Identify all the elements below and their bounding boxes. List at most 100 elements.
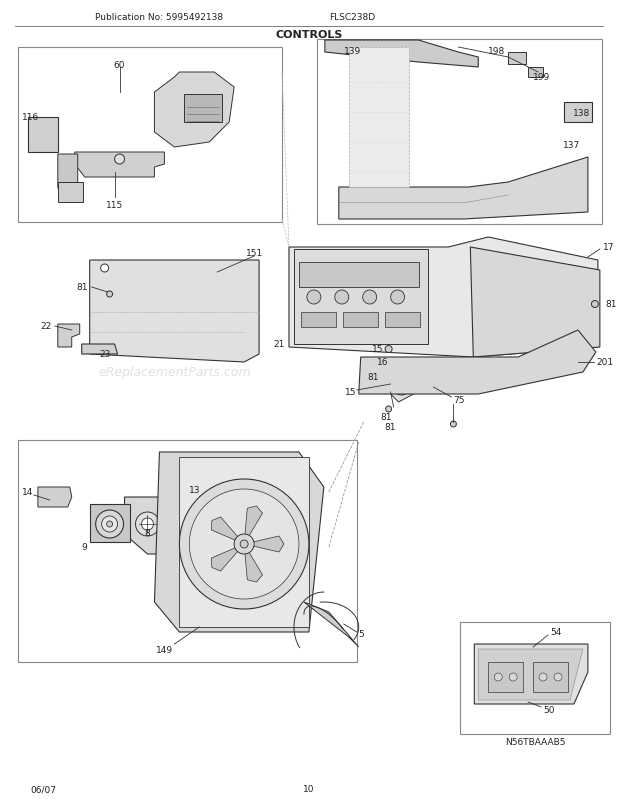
Text: 54: 54 — [550, 628, 562, 637]
Text: 13: 13 — [188, 486, 200, 495]
Text: 81: 81 — [76, 283, 87, 292]
Polygon shape — [82, 345, 118, 354]
Polygon shape — [38, 488, 72, 508]
Polygon shape — [349, 48, 409, 188]
Bar — [299, 263, 418, 288]
Circle shape — [307, 290, 321, 305]
Bar — [58, 183, 82, 203]
Circle shape — [136, 512, 159, 537]
Bar — [508, 53, 526, 65]
Polygon shape — [58, 325, 80, 347]
Bar — [533, 662, 568, 692]
Text: 21: 21 — [273, 340, 285, 349]
Text: 60: 60 — [114, 60, 125, 70]
Text: Publication No: 5995492138: Publication No: 5995492138 — [95, 14, 223, 22]
Polygon shape — [289, 237, 598, 358]
Polygon shape — [339, 158, 588, 220]
Polygon shape — [154, 73, 234, 148]
Circle shape — [393, 359, 400, 366]
Bar — [564, 103, 592, 123]
Text: 23: 23 — [99, 350, 110, 359]
Circle shape — [450, 422, 456, 427]
Text: 22: 22 — [40, 322, 52, 331]
Text: 81: 81 — [381, 413, 392, 422]
Circle shape — [102, 516, 118, 533]
Text: 151: 151 — [246, 248, 263, 257]
Circle shape — [363, 290, 377, 305]
Circle shape — [494, 673, 502, 681]
Bar — [343, 313, 378, 327]
Polygon shape — [90, 504, 130, 542]
Text: 81: 81 — [606, 300, 618, 309]
Text: 198: 198 — [489, 47, 505, 55]
Text: 116: 116 — [22, 112, 39, 121]
Circle shape — [386, 407, 392, 412]
Text: 15: 15 — [345, 388, 356, 397]
Bar — [461, 622, 610, 734]
Text: 16: 16 — [377, 358, 389, 367]
Text: 10: 10 — [303, 784, 314, 793]
Polygon shape — [478, 649, 583, 700]
Polygon shape — [211, 545, 244, 571]
Polygon shape — [471, 248, 600, 358]
Text: 50: 50 — [543, 706, 554, 715]
Polygon shape — [244, 506, 262, 545]
Bar — [489, 662, 523, 692]
Bar — [384, 313, 420, 327]
Circle shape — [234, 534, 254, 554]
Polygon shape — [325, 41, 478, 68]
Polygon shape — [179, 457, 309, 627]
Polygon shape — [359, 330, 596, 395]
Circle shape — [189, 489, 299, 599]
Circle shape — [107, 521, 113, 528]
Text: 9: 9 — [82, 543, 87, 552]
Text: 06/07: 06/07 — [30, 784, 56, 793]
Text: 14: 14 — [22, 488, 33, 497]
Polygon shape — [304, 602, 359, 647]
Polygon shape — [244, 545, 262, 582]
Circle shape — [141, 518, 154, 530]
Circle shape — [394, 379, 410, 395]
Text: 15: 15 — [372, 345, 384, 354]
Circle shape — [95, 510, 123, 538]
Polygon shape — [90, 261, 259, 363]
Text: 137: 137 — [563, 140, 580, 149]
Text: 115: 115 — [106, 200, 123, 209]
Text: N56TBAAAB5: N56TBAAAB5 — [505, 738, 565, 747]
Polygon shape — [58, 155, 78, 188]
Circle shape — [554, 673, 562, 681]
Circle shape — [115, 155, 125, 164]
Bar — [184, 95, 222, 123]
Text: 139: 139 — [343, 47, 361, 55]
Circle shape — [509, 673, 517, 681]
Text: CONTROLS: CONTROLS — [275, 30, 343, 40]
Circle shape — [335, 290, 349, 305]
Text: 5: 5 — [359, 630, 365, 638]
Polygon shape — [75, 153, 164, 178]
Text: 201: 201 — [596, 358, 613, 367]
Text: 75: 75 — [453, 396, 465, 405]
Polygon shape — [211, 517, 244, 545]
Text: 199: 199 — [533, 72, 551, 81]
Circle shape — [100, 265, 108, 273]
Bar — [18, 440, 356, 662]
Circle shape — [107, 292, 113, 298]
Circle shape — [591, 301, 598, 308]
Circle shape — [179, 480, 309, 610]
Text: 149: 149 — [156, 646, 173, 654]
Text: 17: 17 — [603, 243, 614, 252]
Polygon shape — [294, 249, 428, 345]
Bar — [528, 68, 543, 78]
Circle shape — [391, 290, 405, 305]
Text: eReplacementParts.com: eReplacementParts.com — [98, 366, 250, 379]
Circle shape — [385, 346, 392, 353]
Polygon shape — [154, 452, 324, 632]
Circle shape — [240, 541, 248, 549]
Polygon shape — [474, 644, 588, 704]
Text: 138: 138 — [573, 108, 590, 117]
Text: 81: 81 — [367, 373, 379, 382]
Bar — [28, 118, 58, 153]
Polygon shape — [244, 537, 284, 553]
Bar — [317, 40, 602, 225]
Polygon shape — [125, 497, 224, 554]
